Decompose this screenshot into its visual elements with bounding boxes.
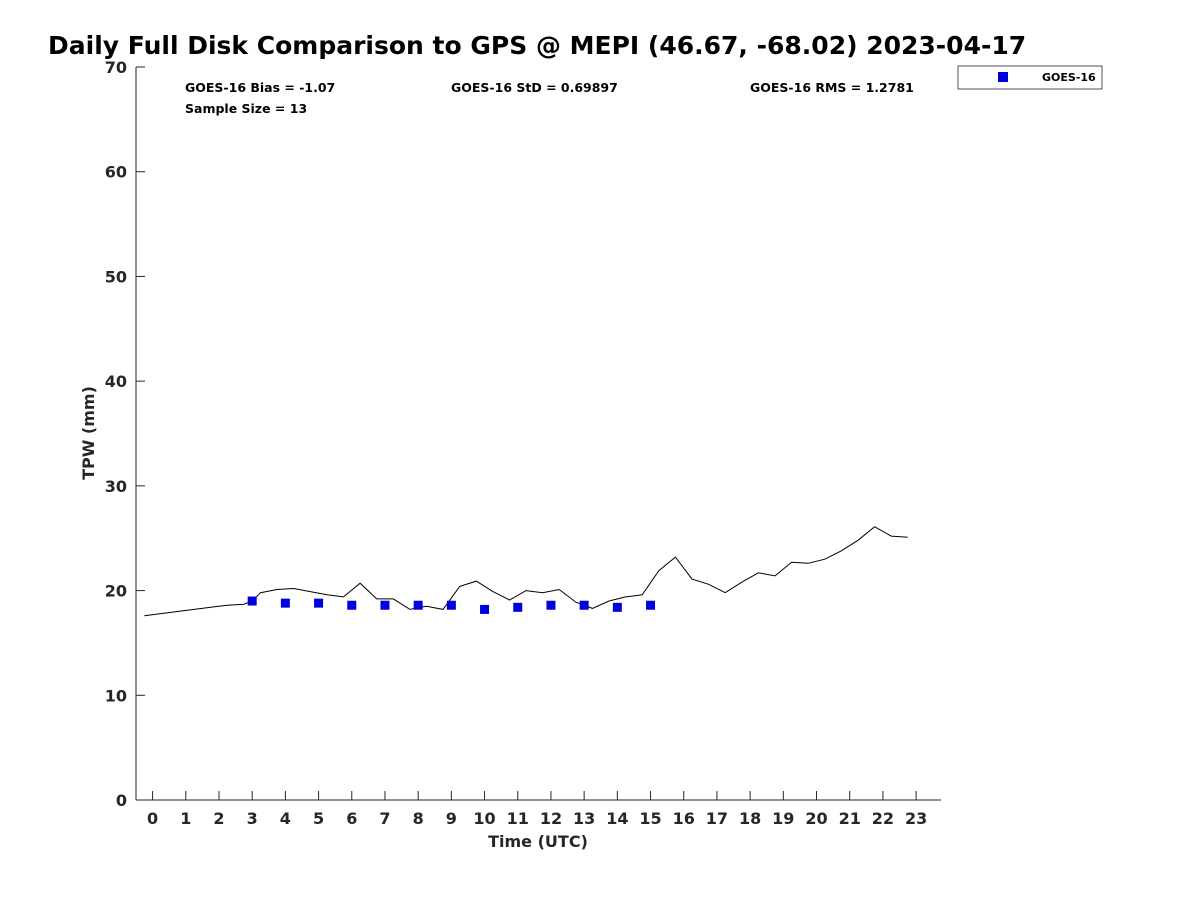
y-tick-label: 70 xyxy=(105,58,127,77)
bias-annotation: GOES-16 Bias = -1.07 xyxy=(185,80,335,95)
x-tick-label: 1 xyxy=(180,809,191,828)
x-tick-label: 16 xyxy=(673,809,695,828)
x-tick-label: 8 xyxy=(413,809,424,828)
y-tick-label: 60 xyxy=(105,163,127,182)
x-tick-label: 20 xyxy=(805,809,827,828)
goes16-point xyxy=(480,604,490,614)
x-tick-label: 22 xyxy=(872,809,894,828)
y-tick-label: 0 xyxy=(116,791,127,810)
gps-tpw-line xyxy=(144,526,908,617)
x-tick-label: 17 xyxy=(706,809,728,828)
x-tick-label: 21 xyxy=(839,809,861,828)
x-tick-label: 14 xyxy=(606,809,628,828)
x-tick-label: 11 xyxy=(507,809,529,828)
goes16-point xyxy=(247,596,257,606)
y-ticks: 0 10 20 30 40 50 60 70 xyxy=(105,58,145,810)
x-tick-label: 18 xyxy=(739,809,761,828)
y-tick-label: 20 xyxy=(105,582,127,601)
x-tick-label: 4 xyxy=(280,809,291,828)
goes16-point xyxy=(446,600,456,610)
y-tick-label: 50 xyxy=(105,267,127,286)
legend: GOES-16 xyxy=(957,65,1103,90)
goes16-point xyxy=(646,600,656,610)
goes16-points xyxy=(247,596,656,614)
y-axis-label: TPW (mm) xyxy=(79,386,98,480)
legend-marker-goes16 xyxy=(998,72,1008,82)
x-tick-label: 13 xyxy=(573,809,595,828)
x-axis-label: Time (UTC) xyxy=(488,832,588,851)
x-tick-label: 3 xyxy=(247,809,258,828)
goes16-point xyxy=(413,600,423,610)
x-tick-label: 2 xyxy=(213,809,224,828)
y-tick-label: 30 xyxy=(105,477,127,496)
y-tick-label: 10 xyxy=(105,686,127,705)
goes16-point xyxy=(579,600,589,610)
chart-title: Daily Full Disk Comparison to GPS @ MEPI… xyxy=(48,31,1026,60)
x-tick-label: 5 xyxy=(313,809,324,828)
goes16-point xyxy=(347,600,357,610)
rms-annotation: GOES-16 RMS = 1.2781 xyxy=(750,80,914,95)
x-ticks: 0 1 2 3 4 5 6 7 8 9 10 11 12 13 14 15 16 17 18 19 20 21 22 23 xyxy=(147,791,927,828)
plot-axes xyxy=(135,67,941,801)
goes16-point xyxy=(612,602,622,612)
sample-size-annotation: Sample Size = 13 xyxy=(185,101,307,116)
x-tick-label: 0 xyxy=(147,809,158,828)
x-tick-label: 10 xyxy=(473,809,495,828)
x-tick-label: 19 xyxy=(772,809,794,828)
goes16-point xyxy=(280,598,290,608)
stats-annotations: GOES-16 Bias = -1.07 GOES-16 StD = 0.698… xyxy=(185,80,914,116)
legend-label-goes16: GOES-16 xyxy=(1042,71,1096,84)
x-tick-label: 12 xyxy=(540,809,562,828)
goes16-point xyxy=(380,600,390,610)
legend-box xyxy=(957,65,1103,90)
x-tick-label: 23 xyxy=(905,809,927,828)
goes16-point xyxy=(314,598,324,608)
goes16-point xyxy=(546,600,556,610)
x-tick-label: 15 xyxy=(639,809,661,828)
goes16-point xyxy=(513,602,523,612)
x-tick-label: 6 xyxy=(346,809,357,828)
x-tick-label: 9 xyxy=(446,809,457,828)
y-tick-label: 40 xyxy=(105,372,127,391)
x-tick-label: 7 xyxy=(379,809,390,828)
std-annotation: GOES-16 StD = 0.69897 xyxy=(451,80,618,95)
